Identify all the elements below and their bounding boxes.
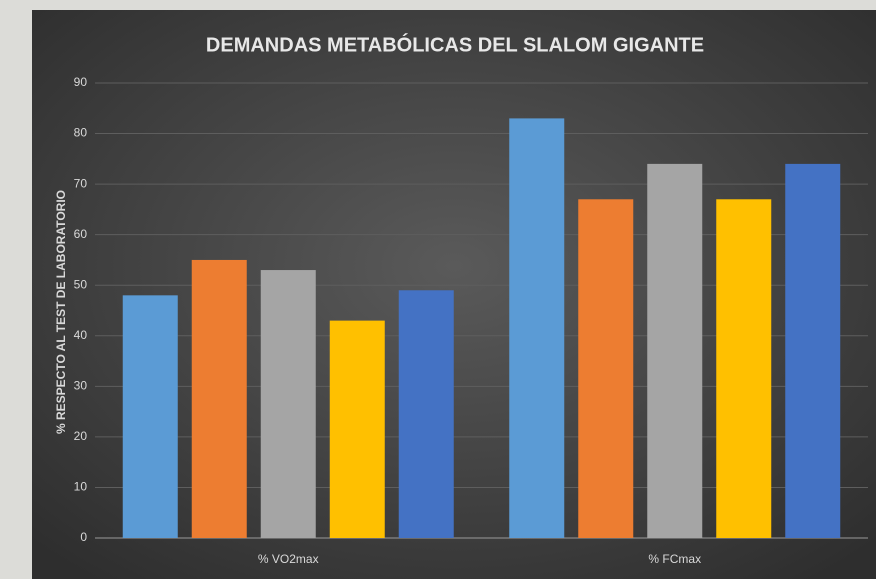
bar [785,164,840,538]
x-tick-label: % FCmax [648,552,701,566]
y-tick-label: 20 [74,429,88,443]
bar [261,270,316,538]
y-tick-label: 80 [74,126,88,140]
bar [192,260,247,538]
page: DEMANDAS METABÓLICAS DEL SLALOM GIGANTE … [0,0,876,579]
y-tick-label: 90 [74,75,88,89]
x-tick-label: % VO2max [258,552,319,566]
chart: DEMANDAS METABÓLICAS DEL SLALOM GIGANTE … [0,0,876,579]
y-tick-label: 60 [74,227,88,241]
y-tick-label: 30 [74,379,88,393]
bar [647,164,702,538]
y-tick-label: 0 [80,530,87,544]
bar [399,290,454,538]
bar [509,118,564,538]
chart-title: DEMANDAS METABÓLICAS DEL SLALOM GIGANTE [206,32,704,56]
y-tick-label: 50 [74,277,88,291]
y-tick-label: 10 [74,480,88,494]
bar [578,199,633,538]
y-tick-label: 70 [74,176,88,190]
y-axis-label: % RESPECTO AL TEST DE LABORATORIO [54,190,68,434]
bar [716,199,771,538]
y-tick-label: 40 [74,328,88,342]
bar [123,295,178,538]
bar [330,321,385,538]
